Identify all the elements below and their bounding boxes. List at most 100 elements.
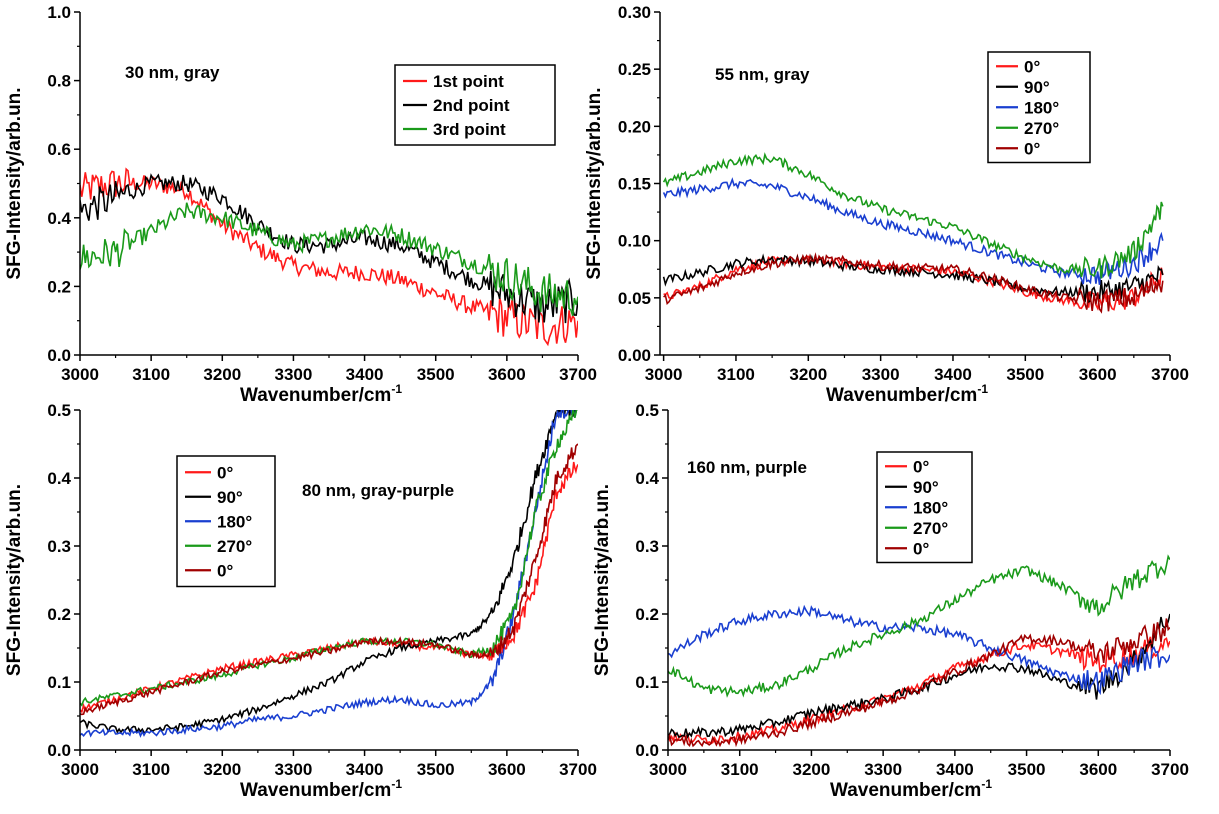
series-line xyxy=(80,202,578,317)
chart-annotation: 160 nm, purple xyxy=(687,458,807,477)
legend-label: 0° xyxy=(217,463,233,482)
chart-panel: 3000 3100 3200 3300 3400 3500 3600 3700 0.0 0.2 0.… xyxy=(4,3,597,406)
y-tick-label: 0.20 xyxy=(618,117,651,136)
y-tick-label: 0.10 xyxy=(618,232,651,251)
x-tick-label: 3100 xyxy=(132,365,170,384)
legend-label: 90° xyxy=(913,478,939,497)
series-line xyxy=(80,410,578,738)
x-tick-label: 3300 xyxy=(275,760,313,779)
series-line xyxy=(663,252,1164,314)
series-line xyxy=(80,410,578,735)
y-tick-label: 0.2 xyxy=(47,605,71,624)
y-tick-label: 0.15 xyxy=(618,175,651,194)
chart-annotation: 55 nm, gray xyxy=(715,65,810,84)
legend-label: 90° xyxy=(1024,78,1050,97)
legend-label: 0° xyxy=(1024,139,1040,158)
x-tick-label: 3000 xyxy=(61,760,99,779)
y-axis-label: SFG-Intensity/arb.un. xyxy=(584,87,605,279)
series-line xyxy=(668,604,1170,696)
y-tick-label: 0.30 xyxy=(618,3,651,22)
legend-label: 0° xyxy=(913,457,929,476)
x-tick-label: 3200 xyxy=(789,365,827,384)
legend-label: 180° xyxy=(913,498,948,517)
chart-panel: 3000 3100 3200 3300 3400 3500 3600 3700 0.00 0.05… xyxy=(584,3,1189,406)
y-tick-label: 0.2 xyxy=(635,605,659,624)
x-tick-label: 3600 xyxy=(1079,760,1117,779)
y-tick-label: 0.0 xyxy=(47,741,71,760)
y-axis-label: SFG-Intensity/arb.un. xyxy=(592,484,613,676)
legend-label: 180° xyxy=(217,512,252,531)
x-tick-label: 3000 xyxy=(645,365,683,384)
x-tick-label: 3600 xyxy=(1079,365,1117,384)
x-tick-label: 3500 xyxy=(417,365,455,384)
series-line xyxy=(668,613,1170,739)
series-line xyxy=(80,167,578,347)
y-tick-label: 0.3 xyxy=(47,537,71,556)
chart-annotation: 30 nm, gray xyxy=(125,63,220,82)
legend-label: 0° xyxy=(913,539,929,558)
y-tick-label: 0.4 xyxy=(47,209,71,228)
x-tick-label: 3600 xyxy=(488,760,526,779)
legend-label: 3rd point xyxy=(433,120,506,139)
x-tick-label: 3100 xyxy=(721,760,759,779)
y-axis-label: SFG-Intensity/arb.un. xyxy=(4,484,25,676)
legend-label: 1st point xyxy=(433,72,504,91)
series-line xyxy=(668,618,1170,748)
legend-label: 270° xyxy=(217,537,252,556)
legend-label: 0° xyxy=(217,561,233,580)
x-tick-label: 3500 xyxy=(1006,365,1044,384)
y-tick-label: 0.4 xyxy=(47,469,71,488)
series-line xyxy=(662,152,1164,279)
legend-label: 270° xyxy=(913,519,948,538)
legend-label: 2nd point xyxy=(433,96,510,115)
chart-annotation: 80 nm, gray-purple xyxy=(302,481,454,500)
x-tick-label: 3300 xyxy=(275,365,313,384)
x-tick-label: 3600 xyxy=(488,365,526,384)
x-tick-label: 3000 xyxy=(649,760,687,779)
x-tick-label: 3300 xyxy=(862,365,900,384)
y-tick-label: 0.1 xyxy=(635,673,659,692)
series-line xyxy=(80,173,578,324)
y-tick-label: 0.8 xyxy=(47,72,71,91)
y-tick-label: 0.2 xyxy=(47,277,71,296)
x-tick-label: 3400 xyxy=(346,760,384,779)
x-tick-label: 3000 xyxy=(61,365,99,384)
x-tick-label: 3700 xyxy=(559,760,597,779)
legend-label: 180° xyxy=(1024,98,1059,117)
series-line xyxy=(662,177,1164,285)
y-tick-label: 0.5 xyxy=(635,401,659,420)
x-axis-label: Wavenumber/cm-1 xyxy=(240,777,402,801)
x-tick-label: 3300 xyxy=(864,760,902,779)
x-tick-label: 3500 xyxy=(1008,760,1046,779)
x-tick-label: 3200 xyxy=(793,760,831,779)
chart-panel: 3000 3100 3200 3300 3400 3500 3600 3700 0.0 0.1 0.… xyxy=(592,401,1189,801)
y-tick-label: 0.0 xyxy=(47,346,71,365)
x-axis-label: Wavenumber/cm-1 xyxy=(826,382,988,406)
y-axis-label: SFG-Intensity/arb.un. xyxy=(4,87,25,279)
y-tick-label: 0.1 xyxy=(47,673,71,692)
y-tick-label: 1.0 xyxy=(47,3,71,22)
x-tick-label: 3500 xyxy=(417,760,455,779)
x-tick-label: 3400 xyxy=(934,365,972,384)
x-tick-label: 3100 xyxy=(717,365,755,384)
y-tick-label: 0.00 xyxy=(618,346,651,365)
series-line xyxy=(668,554,1170,698)
x-tick-label: 3700 xyxy=(559,365,597,384)
y-tick-label: 0.25 xyxy=(618,60,651,79)
series-line xyxy=(662,253,1164,304)
y-tick-label: 0.6 xyxy=(47,140,71,159)
legend-label: 0° xyxy=(1024,57,1040,76)
series-line xyxy=(80,410,578,707)
x-axis-label: Wavenumber/cm-1 xyxy=(240,382,402,406)
x-tick-label: 3400 xyxy=(936,760,974,779)
legend-label: 270° xyxy=(1024,119,1059,138)
legend-label: 90° xyxy=(217,488,243,507)
x-tick-label: 3700 xyxy=(1151,365,1189,384)
x-tick-label: 3200 xyxy=(203,365,241,384)
x-tick-label: 3200 xyxy=(203,760,241,779)
x-axis-label: Wavenumber/cm-1 xyxy=(830,777,992,801)
y-tick-label: 0.5 xyxy=(47,401,71,420)
x-tick-label: 3700 xyxy=(1151,760,1189,779)
y-tick-label: 0.4 xyxy=(635,469,659,488)
